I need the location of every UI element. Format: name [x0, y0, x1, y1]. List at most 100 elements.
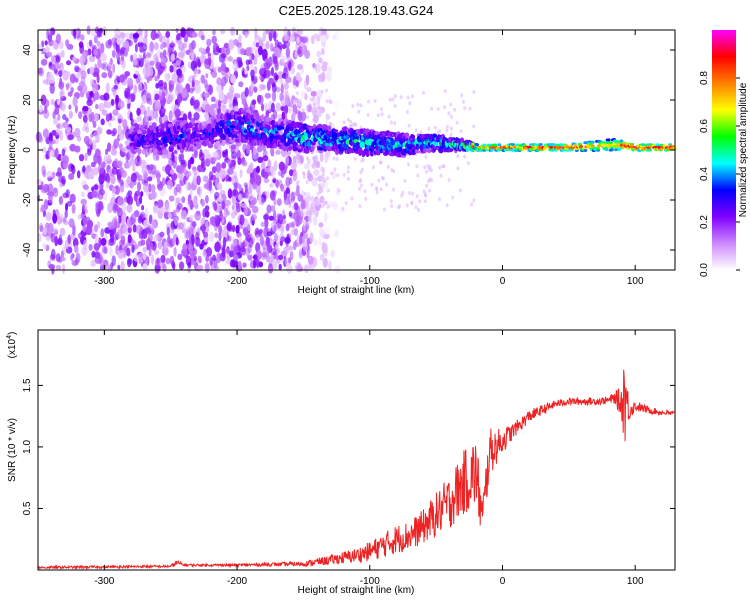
spectrogram-noise-cell [42, 128, 49, 139]
spectrogram-noise-cell [233, 254, 239, 262]
spectrogram-noise-cell [169, 255, 175, 265]
spectrogram-noise-cell [291, 26, 296, 36]
spectrogram-noise-cell [313, 238, 318, 246]
spectrogram-noise-cell [220, 62, 226, 72]
spectrogram-noise-cell [50, 99, 55, 106]
spectrogram-noise-cell [453, 107, 457, 112]
spectrogram-noise-cell [139, 46, 145, 53]
spectrogram-noise-cell [77, 214, 82, 220]
spectrogram-noise-cell [221, 246, 226, 258]
spectrogram-signal-cell [671, 145, 676, 148]
spectrogram-noise-cell [273, 224, 277, 232]
spectrogram-noise-cell [388, 97, 392, 102]
spectrogram-noise-cell [81, 126, 88, 132]
snr-y-tick-label: 0.5 [22, 501, 33, 515]
spectrogram-noise-cell [97, 201, 104, 211]
spectrogram-noise-cell [212, 42, 219, 53]
spectrogram-noise-cell [239, 169, 243, 178]
spectrogram-noise-cell [191, 40, 196, 50]
spectrogram-noise-cell [265, 40, 270, 50]
spectrogram-noise-cell [256, 94, 262, 104]
spectrogram-noise-cell [278, 170, 283, 177]
spectrogram-noise-cell [84, 152, 88, 162]
spectrogram-noise-cell [322, 257, 328, 268]
spectrogram-noise-cell [80, 34, 85, 41]
spectrogram-noise-cell [127, 226, 132, 234]
spectrogram-noise-cell [288, 257, 292, 264]
spectrogram-noise-cell [285, 46, 291, 58]
spectrogram-noise-cell [311, 195, 315, 203]
spectrogram-noise-cell [359, 183, 363, 188]
spectrogram-noise-cell [121, 60, 126, 69]
snr-x-tick-label: 100 [627, 576, 644, 587]
spectrogram-noise-cell [208, 231, 215, 242]
spectrogram-noise-cell [72, 56, 77, 62]
spectrogram-noise-cell [419, 130, 423, 135]
spectrogram-noise-cell [258, 83, 263, 93]
spectrogram-noise-cell [304, 264, 309, 273]
spectrogram-noise-cell [306, 169, 311, 180]
spectrogram-noise-cell [147, 241, 154, 250]
spectrogram-noise-cell [330, 171, 333, 176]
spectrogram-noise-cell [190, 118, 196, 123]
spectrogram-noise-cell [158, 32, 163, 43]
spectrogram-noise-cell [164, 72, 170, 82]
spectrogram-noise-cell [61, 148, 66, 156]
spectrogram-noise-cell [268, 215, 275, 221]
spectrogram-noise-cell [178, 41, 185, 51]
spectrogram-noise-cell [175, 237, 179, 246]
spectrogram-noise-cell [187, 200, 192, 207]
spectrogram-noise-cell [390, 204, 394, 209]
spectrogram-noise-cell [436, 107, 440, 112]
spectrogram-noise-cell [95, 203, 99, 214]
spectrogram-noise-cell [113, 139, 118, 150]
spectrogram-noise-cell [52, 116, 58, 126]
spectrogram-noise-cell [126, 177, 132, 185]
spectrogram-noise-cell [317, 96, 321, 107]
spectrogram-noise-cell [229, 89, 234, 101]
spectrogram-noise-cell [295, 80, 299, 87]
spectrogram-noise-cell [270, 247, 277, 255]
spectrogram-noise-cell [127, 234, 132, 244]
spectrogram-noise-cell [229, 26, 236, 36]
spectrogram-signal-cell [296, 144, 302, 149]
colorbar-tick-label: 0.0 [699, 263, 710, 277]
spectrogram-noise-cell [284, 104, 289, 115]
spectrogram-noise-cell [238, 184, 242, 191]
spectrogram-noise-cell [429, 168, 433, 173]
spectrogram-noise-cell [259, 68, 264, 76]
spectrogram-noise-cell [299, 36, 304, 42]
spectrogram-noise-cell [319, 152, 324, 163]
spectrogram-noise-cell [180, 159, 186, 165]
spectrogram-x-tick-label: -100 [360, 276, 380, 287]
spectrogram-noise-cell [153, 249, 160, 255]
spectrogram-signal-cell [345, 139, 350, 145]
spectrogram-noise-cell [405, 110, 409, 114]
spectrogram-noise-cell [338, 119, 344, 126]
snr-y-multiplier-base: (x10 [7, 338, 18, 358]
spectrogram-noise-cell [438, 197, 441, 202]
spectrogram-noise-cell [259, 235, 264, 246]
spectrogram-noise-cell [401, 190, 405, 195]
spectrogram-signal-cell [607, 144, 612, 148]
spectrogram-noise-cell [151, 190, 157, 200]
spectrogram-noise-cell [302, 219, 307, 227]
spectrogram-noise-cell [241, 192, 246, 199]
spectrogram-noise-cell [324, 200, 328, 205]
spectrogram-noise-cell [260, 221, 265, 227]
spectrogram-noise-cell [259, 228, 263, 235]
spectrogram-noise-cell [278, 161, 286, 171]
spectrogram-noise-cell [472, 198, 476, 203]
spectrogram-noise-cell [52, 228, 59, 236]
spectrogram-x-tick-label: -200 [227, 276, 247, 287]
spectrogram-signal-cell [368, 138, 373, 144]
spectrogram-noise-cell [101, 245, 107, 254]
spectrogram-noise-cell [124, 160, 132, 169]
spectrogram-noise-cell [62, 263, 66, 274]
spectrogram-noise-cell [459, 129, 463, 134]
spectrogram-noise-cell [50, 149, 54, 157]
spectrogram-noise-cell [360, 167, 364, 172]
spectrogram-noise-cell [199, 54, 205, 64]
spectrogram-noise-cell [333, 101, 340, 111]
spectrogram-noise-cell [52, 213, 58, 224]
